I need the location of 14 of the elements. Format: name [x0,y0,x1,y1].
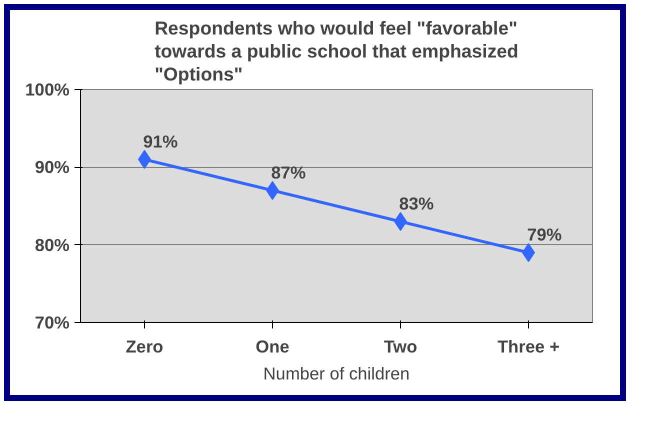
x-tick-label: Three + [497,336,560,356]
x-tick-label: Zero [126,336,164,356]
chart-title: Respondents who would feel "favorable" towards a public school that emphasized "Options" [154,17,518,84]
text: 87% [271,162,306,182]
text: 91% [143,131,178,152]
x-tick-label: One [256,336,290,356]
text: 83% [399,194,434,214]
x-tick-label: Two [384,336,418,356]
y-tick-label: 70% [34,312,70,332]
y-tick-label: 100% [25,80,70,100]
y-tick-label: 80% [34,234,70,255]
y-tick-label: 90% [34,157,70,178]
text: 79% [527,224,562,245]
x-axis-title: Number of children [263,364,410,384]
